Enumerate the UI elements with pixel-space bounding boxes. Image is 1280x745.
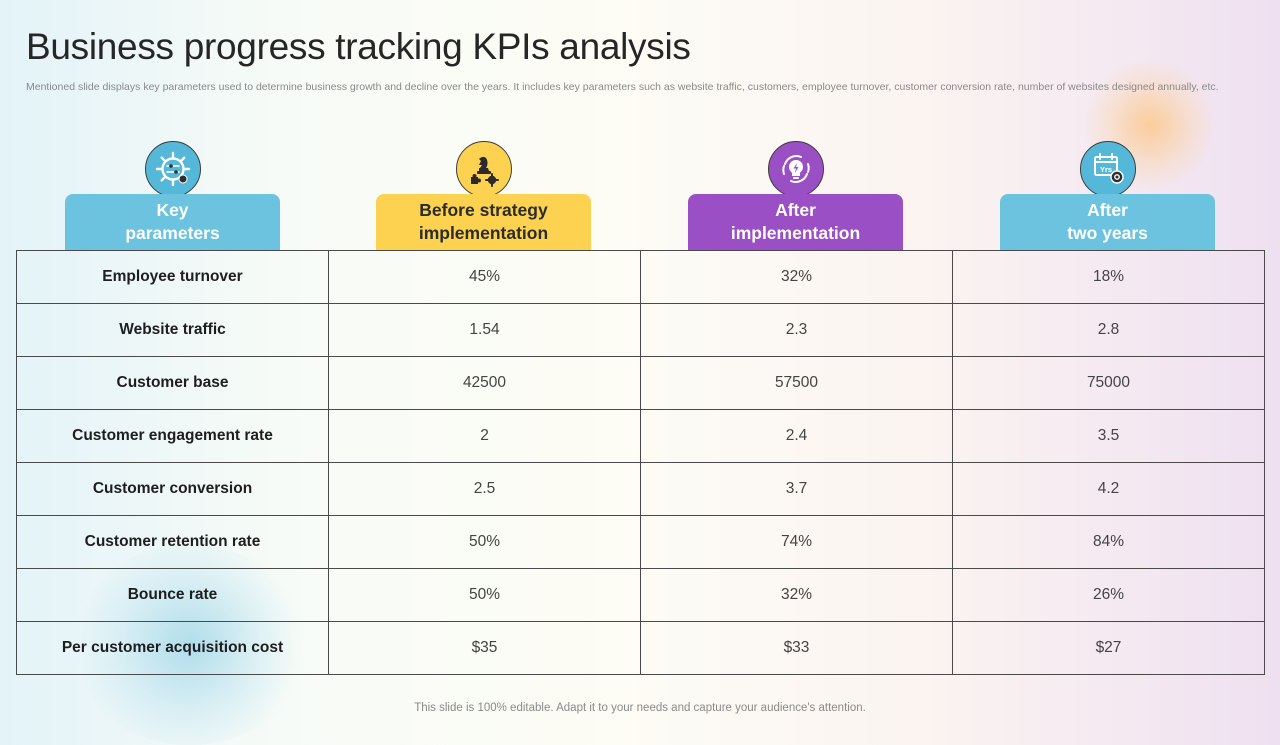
column-header-key-parameters: Key parameters <box>65 194 280 250</box>
after-value-cell: 32% <box>640 568 953 622</box>
before-value-cell: 42500 <box>328 356 641 410</box>
table-row: Website traffic 1.54 2.3 2.8 <box>16 303 1265 357</box>
two-years-value-cell: 2.8 <box>952 303 1265 357</box>
gear-settings-icon <box>145 141 201 197</box>
before-value-cell: 1.54 <box>328 303 641 357</box>
calendar-years-icon: Yrs <box>1080 141 1136 197</box>
parameter-cell: Per customer acquisition cost <box>16 621 329 675</box>
column-header-after-two-years: After two years <box>1000 194 1215 250</box>
column-header-label: Before strategy implementation <box>418 200 549 243</box>
column-header-label: Key parameters <box>125 200 220 243</box>
table-row: Employee turnover 45% 32% 18% <box>16 250 1265 304</box>
parameter-cell: Website traffic <box>16 303 329 357</box>
column-header-label: After implementation <box>730 200 861 243</box>
parameter-cell: Customer retention rate <box>16 515 329 569</box>
after-value-cell: 32% <box>640 250 953 304</box>
chess-strategy-icon <box>456 141 512 197</box>
table-row: Per customer acquisition cost $35 $33 $2… <box>16 621 1265 675</box>
two-years-value-cell: 3.5 <box>952 409 1265 463</box>
parameter-cell: Customer engagement rate <box>16 409 329 463</box>
parameter-cell: Customer conversion <box>16 462 329 516</box>
table-row: Customer engagement rate 2 2.4 3.5 <box>16 409 1265 463</box>
table-row: Customer retention rate 50% 74% 84% <box>16 515 1265 569</box>
parameter-cell: Customer base <box>16 356 329 410</box>
two-years-value-cell: 84% <box>952 515 1265 569</box>
two-years-value-cell: 75000 <box>952 356 1265 410</box>
two-years-value-cell: $27 <box>952 621 1265 675</box>
table-row: Customer conversion 2.5 3.7 4.2 <box>16 462 1265 516</box>
column-header-before-strategy: Before strategy implementation <box>376 194 591 250</box>
column-header-label: After two years <box>1067 200 1148 243</box>
after-value-cell: 74% <box>640 515 953 569</box>
before-value-cell: $35 <box>328 621 641 675</box>
two-years-value-cell: 26% <box>952 568 1265 622</box>
before-value-cell: 50% <box>328 568 641 622</box>
before-value-cell: 2.5 <box>328 462 641 516</box>
lightbulb-cycle-icon <box>768 141 824 197</box>
years-icon-label: Yrs <box>1100 165 1112 174</box>
after-value-cell: 2.3 <box>640 303 953 357</box>
after-value-cell: 3.7 <box>640 462 953 516</box>
table-row: Customer base 42500 57500 75000 <box>16 356 1265 410</box>
two-years-value-cell: 4.2 <box>952 462 1265 516</box>
parameter-cell: Employee turnover <box>16 250 329 304</box>
before-value-cell: 50% <box>328 515 641 569</box>
before-value-cell: 2 <box>328 409 641 463</box>
after-value-cell: $33 <box>640 621 953 675</box>
two-years-value-cell: 18% <box>952 250 1265 304</box>
page-title: Business progress tracking KPIs analysis <box>26 26 691 67</box>
before-value-cell: 45% <box>328 250 641 304</box>
kpi-table: Employee turnover 45% 32% 18% Website tr… <box>16 250 1265 675</box>
after-value-cell: 57500 <box>640 356 953 410</box>
parameter-cell: Bounce rate <box>16 568 329 622</box>
page-subtitle: Mentioned slide displays key parameters … <box>26 81 1219 93</box>
table-row: Bounce rate 50% 32% 26% <box>16 568 1265 622</box>
column-header-after-implementation: After implementation <box>688 194 903 250</box>
footer-note: This slide is 100% editable. Adapt it to… <box>414 702 866 714</box>
after-value-cell: 2.4 <box>640 409 953 463</box>
